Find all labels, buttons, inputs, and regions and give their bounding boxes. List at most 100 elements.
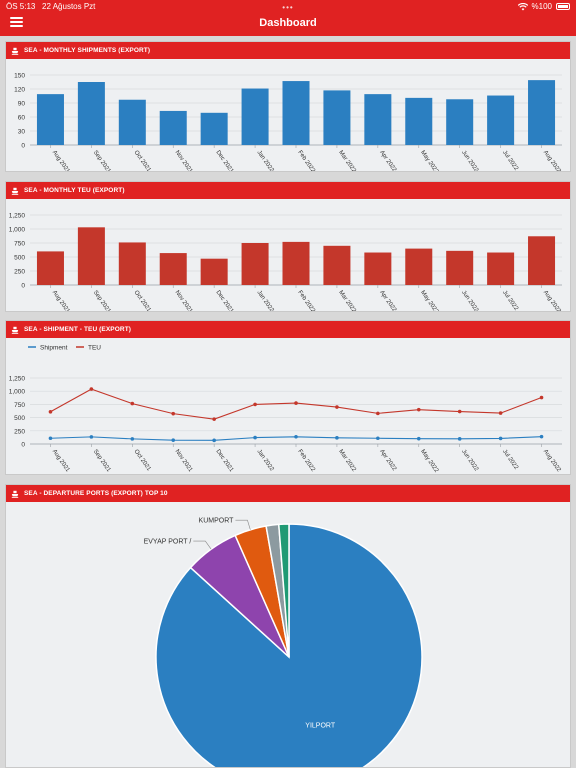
x-tick-label: Jul 2022 xyxy=(501,449,519,472)
ship-icon xyxy=(11,47,19,55)
ship-icon xyxy=(11,490,19,498)
bar[interactable] xyxy=(200,258,228,285)
data-point[interactable] xyxy=(171,411,176,416)
data-point[interactable] xyxy=(48,436,53,441)
bar[interactable] xyxy=(364,94,392,145)
slice-leader-line xyxy=(193,540,212,550)
data-point[interactable] xyxy=(539,395,544,400)
bar[interactable] xyxy=(118,242,146,285)
x-tick-label: Nov 2021 xyxy=(174,150,194,171)
bar[interactable] xyxy=(36,94,64,145)
bar[interactable] xyxy=(405,97,433,145)
bar[interactable] xyxy=(36,251,64,285)
data-point[interactable] xyxy=(376,436,380,441)
bar[interactable] xyxy=(159,253,187,285)
bar[interactable] xyxy=(200,112,228,145)
bar[interactable] xyxy=(323,90,351,145)
x-tick-label: Feb 2022 xyxy=(296,290,316,311)
x-tick-label: Aug 2022 xyxy=(542,449,562,474)
bar[interactable] xyxy=(118,99,146,145)
x-tick-label: Sep 2021 xyxy=(92,449,112,474)
data-point[interactable] xyxy=(212,438,216,443)
data-point[interactable] xyxy=(212,417,216,421)
y-tick-label: 500 xyxy=(14,415,25,422)
bar[interactable] xyxy=(241,243,269,285)
x-tick-label: Oct 2021 xyxy=(133,449,152,473)
data-point[interactable] xyxy=(498,436,503,441)
x-tick-label: May 2022 xyxy=(419,150,439,171)
card-monthly-teu: SEA - MONTHLY TEU (EXPORT) 0 250 500 750 1,0… xyxy=(5,181,571,312)
data-point[interactable] xyxy=(89,435,94,439)
x-tick-label: Mar 2022 xyxy=(337,449,357,474)
legend-label[interactable]: Shipment xyxy=(40,345,68,352)
x-tick-label: Jul 2022 xyxy=(501,290,519,311)
slice-label: KUMPORT xyxy=(199,518,235,525)
y-tick-label: 500 xyxy=(14,255,25,262)
bar[interactable] xyxy=(77,82,105,145)
bar[interactable] xyxy=(487,252,515,285)
x-tick-label: Dec 2021 xyxy=(215,290,235,311)
bar[interactable] xyxy=(487,95,515,145)
bar[interactable] xyxy=(282,241,310,285)
bar[interactable] xyxy=(159,110,187,145)
data-point[interactable] xyxy=(335,436,339,440)
x-tick-label: Jan 2022 xyxy=(255,150,274,171)
data-point[interactable] xyxy=(416,407,421,412)
x-tick-label: Apr 2022 xyxy=(378,150,397,171)
y-tick-label: 750 xyxy=(14,241,25,248)
data-point[interactable] xyxy=(457,437,462,441)
pie-slice[interactable] xyxy=(277,523,290,658)
chart-monthly-teu: 0 250 500 750 1,000 1,250 Aug 2021 Sep 2021 Oct … xyxy=(9,213,562,311)
bar[interactable] xyxy=(528,236,556,285)
bar[interactable] xyxy=(364,252,392,285)
data-point[interactable] xyxy=(130,437,135,441)
bar[interactable] xyxy=(323,245,351,285)
data-point[interactable] xyxy=(498,411,503,415)
x-tick-label: Aug 2021 xyxy=(51,290,71,311)
x-tick-label: Jan 2022 xyxy=(255,449,274,473)
data-point[interactable] xyxy=(416,436,421,441)
y-tick-label: 250 xyxy=(14,269,25,276)
slice-label: YILPORT xyxy=(305,723,336,730)
bar[interactable] xyxy=(282,81,310,145)
bar[interactable] xyxy=(405,248,433,285)
bar[interactable] xyxy=(77,227,105,285)
hamburger-menu-icon[interactable] xyxy=(10,17,23,27)
chart-departure-ports: YILPORT EVYAP PORT / KUMPORT xyxy=(144,518,423,767)
chart-shipment-teu: 0 250 500 750 1,000 1,250 Aug 2021 Sep 2021 Oct … xyxy=(9,345,562,474)
card-title: SEA - MONTHLY SHIPMENTS (EXPORT) xyxy=(24,47,151,54)
bar[interactable] xyxy=(241,88,269,145)
y-tick-label: 250 xyxy=(14,428,25,435)
data-point[interactable] xyxy=(294,401,298,405)
x-tick-label: Aug 2022 xyxy=(542,290,562,311)
data-point[interactable] xyxy=(294,434,298,439)
data-point[interactable] xyxy=(539,434,544,439)
data-point[interactable] xyxy=(89,387,94,391)
data-point[interactable] xyxy=(335,405,339,409)
data-point[interactable] xyxy=(376,411,380,416)
x-tick-label: Jan 2022 xyxy=(255,290,274,311)
x-tick-label: Aug 2021 xyxy=(51,150,71,171)
x-tick-label: Oct 2021 xyxy=(133,290,152,311)
slice-label: EVYAP PORT / xyxy=(144,539,192,546)
bar[interactable] xyxy=(446,250,474,285)
bar[interactable] xyxy=(446,99,474,145)
bar[interactable] xyxy=(528,80,556,145)
card-monthly-shipments: SEA - MONTHLY SHIPMENTS (EXPORT) 0 30 60 90… xyxy=(5,41,571,172)
status-time: ÖS 5:13 xyxy=(6,2,36,11)
data-point[interactable] xyxy=(253,402,257,407)
card-header: SEA - DEPARTURE PORTS (EXPORT) TOP 10 xyxy=(6,485,570,502)
x-tick-label: Mar 2022 xyxy=(337,150,357,171)
multitask-dots-icon[interactable]: ••• xyxy=(282,3,294,12)
y-tick-label: 1,000 xyxy=(9,227,26,234)
data-point[interactable] xyxy=(130,401,135,406)
data-point[interactable] xyxy=(457,409,462,414)
legend-label[interactable]: TEU xyxy=(88,345,101,352)
data-point[interactable] xyxy=(253,435,257,440)
card-header: SEA - SHIPMENT - TEU (EXPORT) xyxy=(6,321,570,338)
data-point[interactable] xyxy=(171,438,176,442)
app-header: ÖS 5:13 22 Ağustos Pzt ••• %100 Dashboar… xyxy=(0,0,576,36)
data-point[interactable] xyxy=(48,409,53,414)
battery-icon xyxy=(556,3,570,10)
status-bar-right: %100 xyxy=(517,2,570,11)
